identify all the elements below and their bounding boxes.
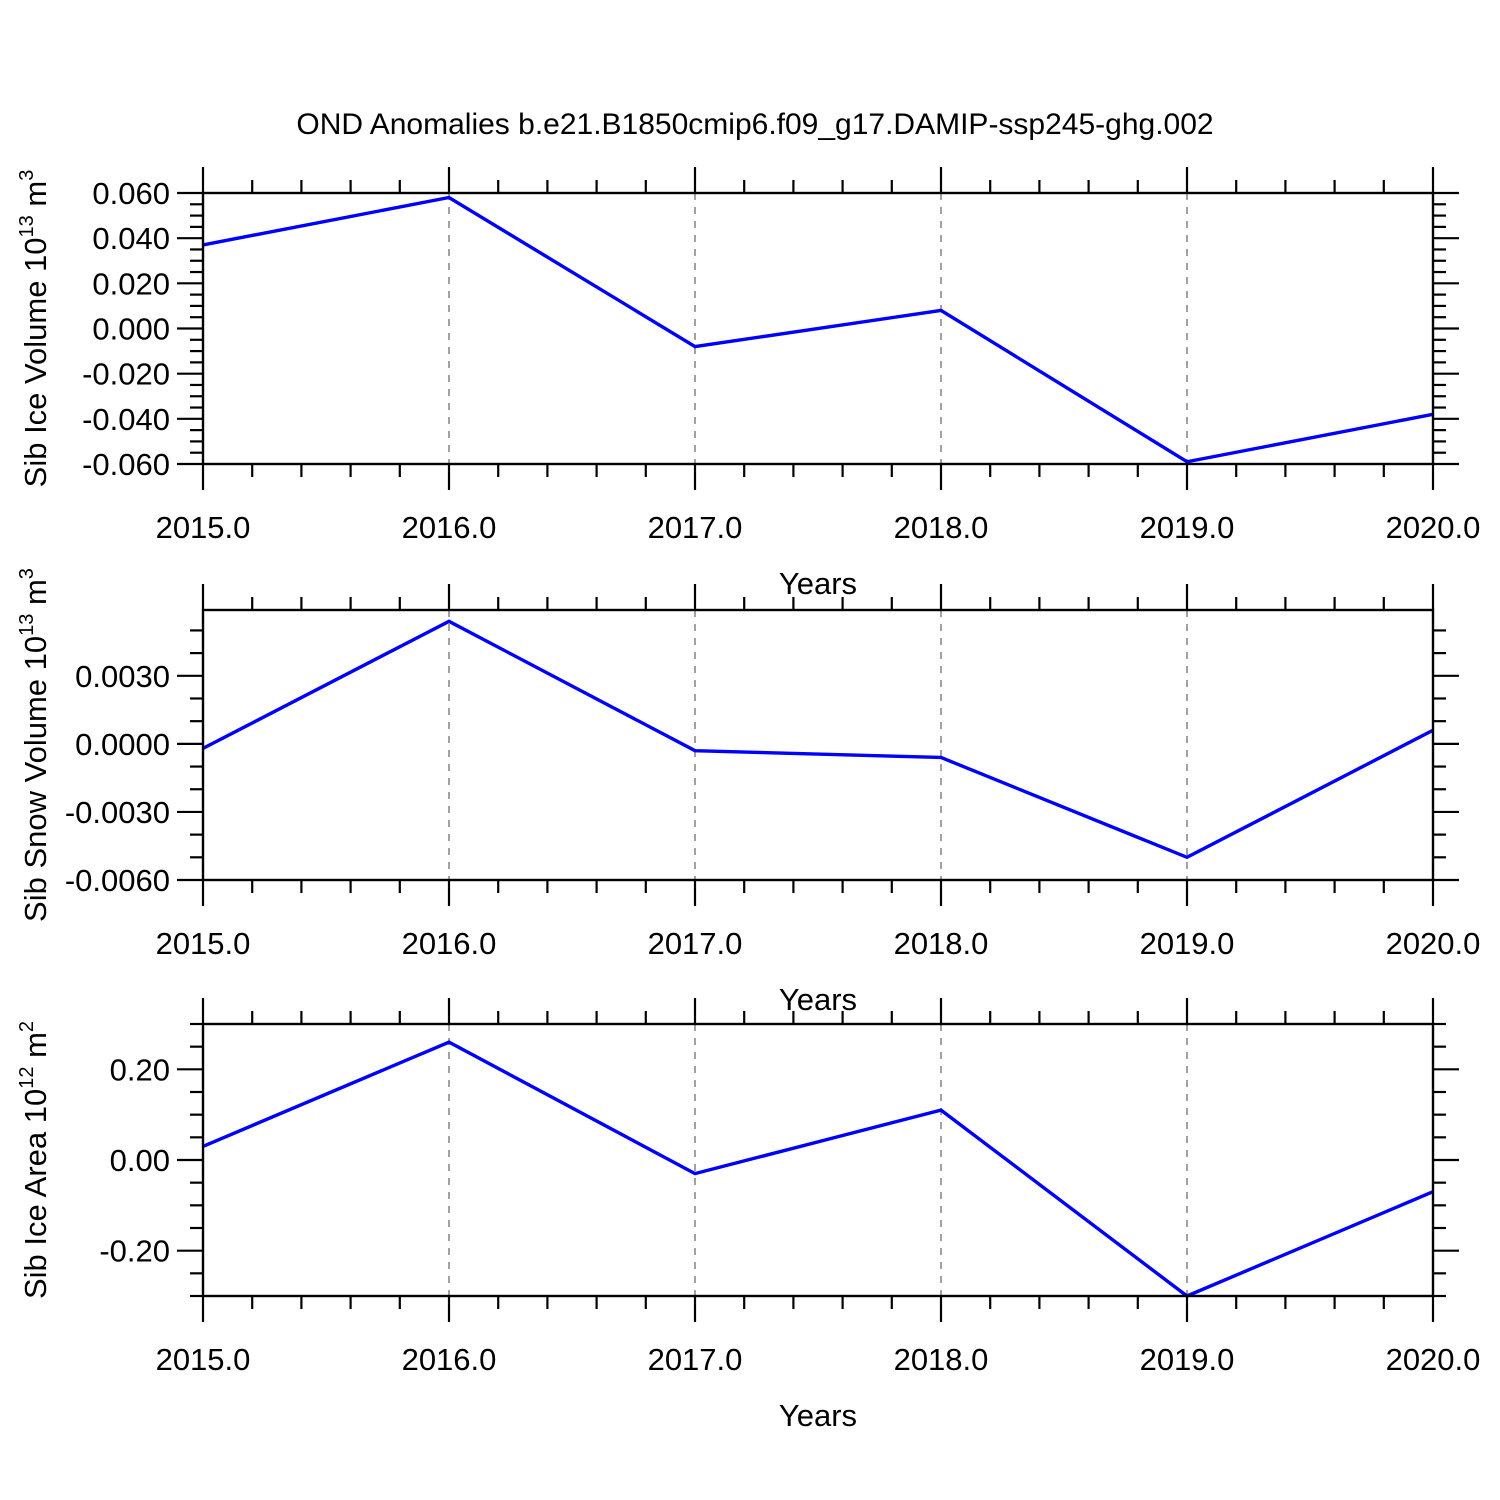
x-tick-label: 2019.0 bbox=[1140, 926, 1235, 961]
y-tick-label: 0.020 bbox=[92, 266, 170, 301]
panel-sib-snow-volume: 0.0030 0.0000 -0.0030 -0.0060 2015.0 2016.0 20… bbox=[16, 568, 1480, 1017]
x-tick-label: 2020.0 bbox=[1386, 510, 1481, 545]
y-tick-label: 0.000 bbox=[92, 312, 170, 347]
x-tick-label: 2017.0 bbox=[648, 510, 743, 545]
plot-frame bbox=[201, 1022, 1435, 1298]
panel-sib-ice-area: 0.20 0.00 -0.20 2015.0 2016.0 2017.0 2018.0 201… bbox=[16, 998, 1480, 1433]
line-series-sib-ice-volume bbox=[202, 195, 1434, 464]
chart-title: OND Anomalies b.e21.B1850cmip6.f09_g17.D… bbox=[296, 108, 1214, 141]
y-tick-label: -0.060 bbox=[82, 447, 170, 482]
x-tick-label: 2018.0 bbox=[894, 1342, 989, 1377]
x-tick-label: 2018.0 bbox=[894, 926, 989, 961]
y-tick-label: -0.020 bbox=[82, 357, 170, 392]
y-tick-label: 0.00 bbox=[110, 1143, 170, 1178]
plot-frame bbox=[201, 608, 1435, 882]
x-tick-label: 2018.0 bbox=[894, 510, 989, 545]
x-tick-label: 2015.0 bbox=[156, 1342, 251, 1377]
line-series-sib-ice-area bbox=[202, 1040, 1434, 1298]
y-axis-title: Sib Ice Volume 1013 m3 bbox=[16, 170, 53, 488]
x-tick-label: 2020.0 bbox=[1386, 1342, 1481, 1377]
x-tick-label: 2015.0 bbox=[156, 510, 251, 545]
y-tick-label: 0.0030 bbox=[75, 659, 170, 694]
y-tick-label: -0.0030 bbox=[65, 795, 170, 830]
x-tick-label: 2015.0 bbox=[156, 926, 251, 961]
y-tick-label: -0.040 bbox=[82, 402, 170, 437]
x-axis-title: Years bbox=[779, 1398, 857, 1433]
x-axis-title: Years bbox=[779, 566, 857, 601]
y-axis-title: Sib Snow Volume 1013 m3 bbox=[16, 568, 53, 922]
x-tick-label: 2020.0 bbox=[1386, 926, 1481, 961]
panel-sib-ice-volume: 0.060 0.040 0.020 0.000 -0.020 -0.040 -0.060 20… bbox=[16, 167, 1480, 601]
y-tick-label: -0.0060 bbox=[65, 863, 170, 898]
x-tick-label: 2017.0 bbox=[648, 926, 743, 961]
y-axis-title: Sib Ice Area 1012 m2 bbox=[16, 1021, 53, 1299]
x-tick-label: 2019.0 bbox=[1140, 1342, 1235, 1377]
x-tick-label: 2019.0 bbox=[1140, 510, 1235, 545]
y-tick-label: 0.040 bbox=[92, 221, 170, 256]
x-axis-title: Years bbox=[779, 982, 857, 1017]
y-tick-label: 0.20 bbox=[110, 1052, 170, 1087]
x-tick-label: 2016.0 bbox=[402, 510, 497, 545]
line-series-sib-snow-volume bbox=[202, 619, 1434, 860]
y-tick-label: 0.0000 bbox=[75, 727, 170, 762]
y-tick-label: -0.20 bbox=[99, 1234, 170, 1269]
x-tick-label: 2016.0 bbox=[402, 926, 497, 961]
x-tick-label: 2017.0 bbox=[648, 1342, 743, 1377]
y-tick-label: 0.060 bbox=[92, 176, 170, 211]
x-tick-label: 2016.0 bbox=[402, 1342, 497, 1377]
